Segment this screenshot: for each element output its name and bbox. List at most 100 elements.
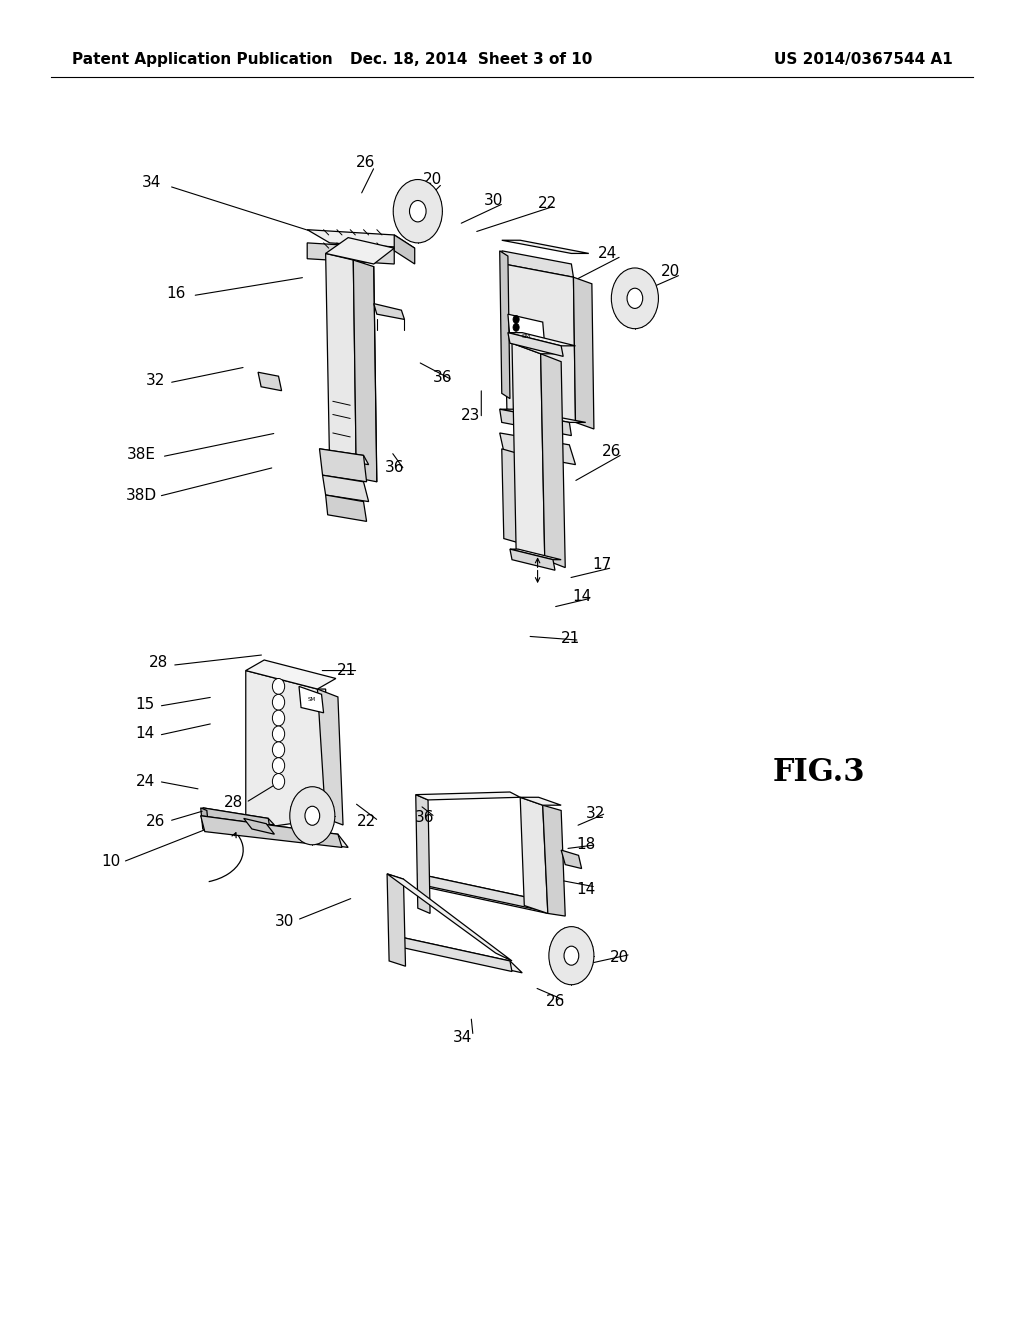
- Polygon shape: [520, 797, 548, 913]
- Text: 28: 28: [224, 795, 243, 810]
- Polygon shape: [246, 660, 336, 689]
- Text: 36: 36: [415, 809, 435, 825]
- Circle shape: [305, 807, 319, 825]
- Text: FIG.3: FIG.3: [773, 756, 865, 788]
- Text: 36: 36: [432, 370, 453, 385]
- Text: 32: 32: [146, 372, 165, 388]
- Polygon shape: [319, 449, 369, 465]
- Text: 26: 26: [602, 444, 621, 459]
- Polygon shape: [374, 304, 404, 319]
- Polygon shape: [508, 333, 575, 346]
- Text: 20: 20: [662, 264, 680, 280]
- Polygon shape: [201, 816, 342, 847]
- Polygon shape: [500, 251, 510, 399]
- Polygon shape: [201, 816, 348, 847]
- Circle shape: [564, 946, 579, 965]
- Polygon shape: [244, 818, 274, 834]
- Text: 34: 34: [142, 174, 161, 190]
- Text: 20: 20: [610, 949, 629, 965]
- Text: SM: SM: [307, 697, 315, 702]
- Text: 34: 34: [454, 1030, 472, 1045]
- Polygon shape: [502, 449, 522, 544]
- Text: 26: 26: [547, 994, 565, 1010]
- Polygon shape: [389, 935, 522, 973]
- Text: 36: 36: [384, 459, 404, 475]
- Polygon shape: [561, 850, 582, 869]
- Polygon shape: [326, 238, 394, 264]
- Text: 38D: 38D: [126, 487, 157, 503]
- Polygon shape: [317, 689, 343, 825]
- Polygon shape: [201, 808, 209, 832]
- Polygon shape: [323, 475, 369, 502]
- Circle shape: [393, 180, 442, 243]
- Circle shape: [272, 678, 285, 694]
- Text: 20: 20: [423, 172, 441, 187]
- Text: 10: 10: [101, 854, 120, 870]
- Polygon shape: [203, 808, 274, 825]
- Polygon shape: [500, 409, 571, 436]
- Text: 24: 24: [136, 774, 155, 789]
- Polygon shape: [353, 260, 377, 482]
- Polygon shape: [500, 433, 575, 465]
- Text: 16: 16: [167, 285, 185, 301]
- Text: 24: 24: [598, 246, 616, 261]
- Polygon shape: [416, 792, 520, 800]
- Polygon shape: [543, 805, 565, 916]
- Circle shape: [627, 288, 643, 309]
- Polygon shape: [299, 686, 324, 713]
- Polygon shape: [573, 277, 594, 429]
- Text: 28: 28: [150, 655, 168, 671]
- Polygon shape: [504, 264, 575, 422]
- Polygon shape: [510, 549, 555, 570]
- Circle shape: [513, 323, 519, 331]
- Text: 21: 21: [337, 663, 355, 678]
- Polygon shape: [418, 874, 543, 911]
- Polygon shape: [541, 354, 565, 568]
- Circle shape: [272, 742, 285, 758]
- Polygon shape: [307, 243, 394, 264]
- Polygon shape: [508, 333, 563, 356]
- Text: 22: 22: [539, 195, 557, 211]
- Polygon shape: [510, 549, 561, 560]
- Polygon shape: [502, 251, 573, 277]
- Text: 21: 21: [561, 631, 580, 647]
- Polygon shape: [520, 797, 561, 805]
- Circle shape: [513, 315, 519, 323]
- Polygon shape: [319, 449, 367, 482]
- Polygon shape: [326, 495, 367, 521]
- Polygon shape: [387, 874, 406, 966]
- Text: 26: 26: [146, 813, 165, 829]
- Circle shape: [272, 774, 285, 789]
- Polygon shape: [502, 240, 589, 253]
- Polygon shape: [500, 409, 586, 422]
- Text: 23: 23: [462, 408, 480, 424]
- Polygon shape: [307, 230, 415, 248]
- Circle shape: [272, 758, 285, 774]
- Text: 22: 22: [357, 813, 376, 829]
- Text: Dec. 18, 2014  Sheet 3 of 10: Dec. 18, 2014 Sheet 3 of 10: [350, 51, 592, 67]
- Text: 18: 18: [577, 837, 595, 853]
- Circle shape: [611, 268, 658, 329]
- Circle shape: [272, 694, 285, 710]
- Text: US 2014/0367544 A1: US 2014/0367544 A1: [773, 51, 952, 67]
- Polygon shape: [512, 343, 561, 354]
- Circle shape: [272, 726, 285, 742]
- Text: SM: SM: [521, 334, 531, 339]
- Text: 17: 17: [593, 557, 611, 573]
- Text: 30: 30: [484, 193, 503, 209]
- Text: 14: 14: [577, 882, 595, 898]
- Text: 30: 30: [275, 913, 294, 929]
- Polygon shape: [326, 253, 356, 478]
- Circle shape: [549, 927, 594, 985]
- Text: 26: 26: [356, 154, 375, 170]
- Polygon shape: [258, 372, 282, 391]
- Polygon shape: [389, 935, 512, 972]
- Polygon shape: [508, 314, 545, 346]
- Text: 14: 14: [572, 589, 591, 605]
- Polygon shape: [387, 874, 512, 961]
- Text: 32: 32: [587, 805, 605, 821]
- Text: 38E: 38E: [127, 446, 156, 462]
- Polygon shape: [512, 343, 545, 560]
- Polygon shape: [416, 795, 430, 913]
- Text: 15: 15: [136, 697, 155, 713]
